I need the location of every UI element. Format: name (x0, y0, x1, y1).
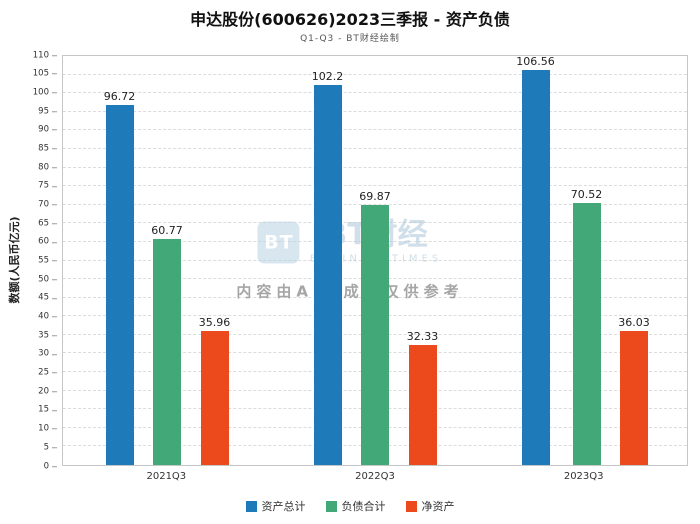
y-tick-label: 95 (38, 107, 58, 116)
gridline (63, 147, 687, 149)
bar (521, 70, 550, 465)
bar-column: 106.56 (516, 55, 555, 465)
gridline (63, 110, 687, 112)
gridline (63, 129, 687, 131)
y-axis-ticks: 0 5 10 15 20 25 30 35 40 45 50 55 60 65 70 75 80 85 90 95 10… (22, 51, 58, 470)
bar (153, 239, 181, 465)
y-tick-label: 60 (38, 238, 58, 247)
y-tick-label: 25 (38, 368, 58, 377)
y-tick-label: 45 (38, 294, 58, 303)
bar (408, 344, 437, 465)
y-tick-label: 20 (38, 387, 58, 396)
bar (313, 85, 342, 465)
bar-value-label: 32.33 (406, 329, 439, 343)
x-tick-label: 2023Q3 (563, 471, 604, 482)
x-axis-labels: 2021Q3 2022Q3 2023Q3 (62, 471, 688, 482)
y-tick-label: 85 (38, 144, 58, 153)
x-tick-label: 2022Q3 (355, 471, 395, 482)
y-tick-label: 40 (38, 312, 58, 321)
y-tick-label: 30 (38, 350, 58, 359)
legend-swatch (245, 500, 257, 512)
y-tick-label: 75 (38, 182, 58, 191)
bar-column: 32.33 (406, 56, 439, 465)
y-tick-label: 110 (33, 51, 58, 60)
bar-column: 60.77 (151, 56, 183, 465)
y-tick-label: 10 (38, 424, 58, 433)
bar-column: 69.87 (359, 56, 391, 465)
legend-swatch (325, 500, 337, 512)
bar-value-label: 69.87 (359, 190, 391, 204)
bar-column: 102.2 (311, 56, 344, 465)
bar (105, 105, 134, 465)
bar (572, 202, 601, 465)
bar-column: 35.96 (198, 56, 231, 465)
y-tick-label: 65 (38, 219, 58, 228)
y-tick-label: 50 (38, 275, 58, 284)
bar-value-label: 106.56 (516, 55, 555, 68)
bar-value-label: 102.2 (311, 69, 344, 83)
legend-label: 负债合计 (341, 500, 386, 513)
legend-item: 负债合计 (325, 498, 386, 514)
bar-column: 70.52 (570, 56, 603, 465)
bar-value-label: 36.03 (618, 315, 650, 329)
y-tick-label: 35 (38, 331, 58, 340)
gridline (63, 185, 687, 187)
y-tick-label: 55 (38, 256, 58, 265)
bar-group: 96.72 60.77 35.96 (63, 56, 271, 465)
y-tick-label: 0 (44, 462, 58, 471)
gridline (63, 73, 687, 75)
bar (620, 331, 648, 465)
bar (361, 205, 389, 465)
y-tick-label: 90 (38, 125, 58, 134)
y-tick-label: 80 (38, 163, 58, 172)
bar-column: 36.03 (618, 56, 650, 465)
legend-item: 净资产 (405, 498, 455, 514)
bar-groups: 96.72 60.77 35.96 102.2 69.87 32.33 106.56 70.5… (63, 55, 687, 465)
bar-group: 106.56 70.52 36.03 (479, 55, 687, 465)
chart-title: 申达股份(600626)2023三季报 - 资产负债 (190, 10, 510, 29)
gridline (63, 92, 687, 94)
bar-value-label: 60.77 (151, 223, 183, 237)
legend-swatch (405, 500, 417, 512)
y-tick-label: 105 (33, 69, 58, 78)
legend: 资产总计 负债合计 净资产 (0, 498, 700, 514)
y-tick-label: 70 (38, 200, 58, 209)
y-tick-label: 100 (33, 88, 58, 97)
legend-item: 资产总计 (245, 498, 306, 514)
chart-subtitle: Q1-Q3 - BT财经绘制 (300, 34, 400, 44)
bar-value-label: 35.96 (198, 316, 231, 330)
bar-value-label: 70.52 (570, 187, 603, 201)
plot-area: BT BT财经 BUSINESSTIMES 内容由AI生成，仅供参考 96.72… (62, 55, 688, 466)
bar-group: 102.2 69.87 32.33 (271, 56, 479, 465)
y-tick-label: 15 (38, 406, 58, 415)
y-tick-label: 5 (44, 443, 58, 452)
bar-column: 96.72 (103, 56, 136, 465)
x-tick-label: 2021Q3 (146, 471, 187, 482)
gridline (63, 166, 687, 168)
bar-value-label: 96.72 (103, 90, 136, 104)
bar (200, 331, 229, 465)
y-axis-label: 数额(人民币亿元) (8, 216, 21, 304)
legend-label: 资产总计 (261, 500, 306, 513)
gridline (63, 203, 687, 205)
legend-label: 净资产 (421, 500, 455, 513)
